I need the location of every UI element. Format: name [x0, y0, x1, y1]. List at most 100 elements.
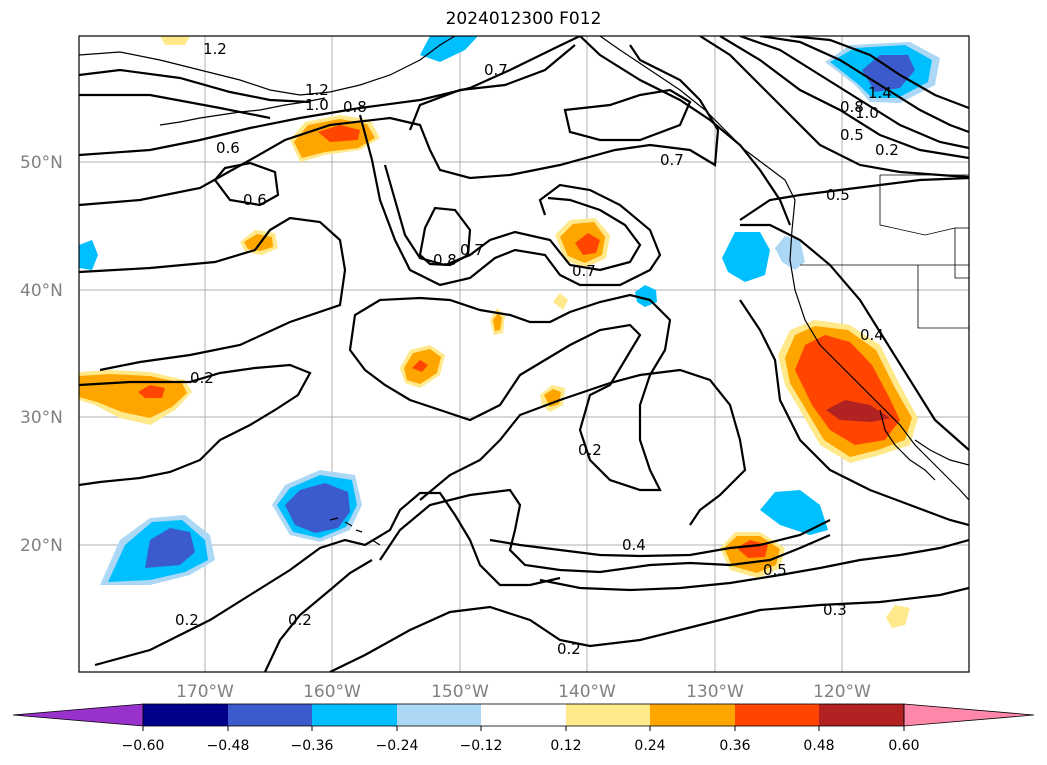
filled-anomaly-regions	[79, 36, 940, 628]
positive-anomaly-region	[79, 374, 187, 418]
colorbar-segment	[397, 704, 481, 726]
contour-line	[789, 36, 969, 110]
negative-anomaly-region	[145, 528, 195, 568]
contour-line	[348, 293, 672, 492]
contour-line	[699, 36, 969, 179]
contour-label: 0.6	[216, 139, 240, 157]
contour-line	[79, 93, 271, 120]
negative-anomaly-region	[285, 483, 350, 533]
positive-anomaly-region	[318, 125, 360, 142]
contour-line	[719, 36, 969, 160]
contour-line	[408, 44, 576, 131]
negative-anomaly-region	[79, 240, 98, 270]
colorbar-tick-label: −0.12	[460, 738, 503, 754]
contour-label: 1.4	[868, 84, 892, 102]
coastline-aleutians	[159, 97, 326, 126]
contour-line	[379, 488, 831, 574]
map-title: 2024012300 F012	[445, 9, 602, 29]
contour-label: 0.8	[433, 251, 457, 269]
contour-labels: 1.2 1.2 1.0 0.8 0.7 0.6 0.6 0.7 0.8 0.7 …	[175, 40, 899, 658]
coastline-mexico	[914, 439, 969, 466]
coastline-baja	[879, 409, 936, 481]
contour-line	[419, 368, 747, 526]
contour-line	[563, 88, 692, 142]
lon-label: 150°W	[431, 682, 489, 702]
lat-label: 40°N	[20, 281, 63, 301]
coastlines	[79, 36, 969, 546]
contour-lines	[79, 36, 969, 672]
contour-label: 0.5	[763, 561, 787, 579]
contour-label: 0.2	[557, 640, 581, 658]
contour-label: 0.3	[823, 601, 847, 619]
contour-line	[418, 206, 472, 267]
contour-label: 0.2	[175, 611, 199, 629]
positive-anomaly-region	[575, 233, 600, 255]
colorbar-tick-label: 0.60	[888, 738, 919, 754]
colorbar-segment	[650, 704, 735, 726]
colorbar-tick-label: 0.24	[634, 738, 665, 754]
positive-anomaly-region	[160, 36, 190, 45]
contour-label: 0.7	[660, 151, 684, 169]
coastline-alaska	[79, 36, 456, 96]
latitude-labels: 50°N 40°N 30°N 20°N	[20, 153, 63, 556]
colorbar-tick-label: 0.36	[719, 738, 750, 754]
contour-label: 0.8	[840, 98, 864, 116]
contour-label: 1.0	[305, 96, 329, 114]
lon-label: 160°W	[303, 682, 361, 702]
lat-label: 20°N	[20, 536, 63, 556]
contour-label: 0.7	[484, 61, 508, 79]
contour-line	[740, 223, 969, 451]
contour-label: 0.8	[343, 98, 367, 116]
map-frame	[78, 35, 970, 673]
contour-label: 0.4	[860, 326, 884, 344]
colorbar: −0.60 −0.48 −0.36 −0.24 −0.12 0.12 0.24 …	[12, 703, 1035, 754]
contour-label: 1.2	[203, 40, 227, 58]
colorbar-segment	[566, 704, 650, 726]
contour-label: 0.4	[622, 536, 646, 554]
positive-anomaly-region	[493, 313, 502, 331]
contour-label: 0.5	[826, 186, 850, 204]
contour-label: 0.6	[243, 191, 267, 209]
contour-line	[79, 36, 581, 157]
colorbar-segment	[228, 704, 312, 726]
longitude-labels: 170°W 160°W 150°W 140°W 130°W 120°W	[176, 682, 871, 702]
negative-anomaly-region	[420, 36, 478, 62]
contour-label: 0.7	[460, 241, 484, 259]
contour-label: 0.2	[578, 441, 602, 459]
contour-line	[329, 586, 969, 672]
contour-line	[489, 519, 831, 558]
contour-line	[264, 559, 373, 672]
coastline-north-america	[599, 36, 969, 501]
positive-anomaly-region	[244, 234, 273, 251]
contour-label: 0.7	[572, 262, 596, 280]
contour-line	[79, 363, 312, 487]
state-borders	[800, 174, 969, 329]
contour-label: 0.2	[190, 369, 214, 387]
contour-line	[739, 36, 969, 150]
positive-anomaly-region	[553, 293, 568, 310]
contour-line	[213, 161, 280, 207]
colorbar-tick-labels: −0.60 −0.48 −0.36 −0.24 −0.12 0.12 0.24 …	[122, 738, 920, 754]
lat-label: 30°N	[20, 408, 63, 428]
contour-line	[79, 216, 347, 372]
contour-line	[759, 36, 969, 134]
colorbar-tick-label: 0.12	[550, 738, 581, 754]
contour-label: 1.0	[855, 104, 879, 122]
contour-label: 0.5	[840, 126, 864, 144]
colorbar-extend-low	[12, 703, 144, 727]
positive-anomaly-region	[886, 605, 910, 628]
lon-label: 130°W	[686, 682, 744, 702]
contour-line	[383, 164, 642, 272]
colorbar-segment	[481, 704, 566, 726]
contour-line	[94, 491, 561, 667]
colorbar-tick-label: −0.60	[122, 738, 165, 754]
contour-line	[539, 538, 969, 592]
positive-anomaly-region	[412, 360, 428, 372]
contour-line	[79, 68, 311, 104]
negative-anomaly-region	[722, 232, 770, 282]
colorbar-tick-label: −0.24	[376, 738, 419, 754]
lon-label: 120°W	[813, 682, 871, 702]
colorbar-segment	[312, 704, 397, 726]
colorbar-segment	[735, 704, 819, 726]
